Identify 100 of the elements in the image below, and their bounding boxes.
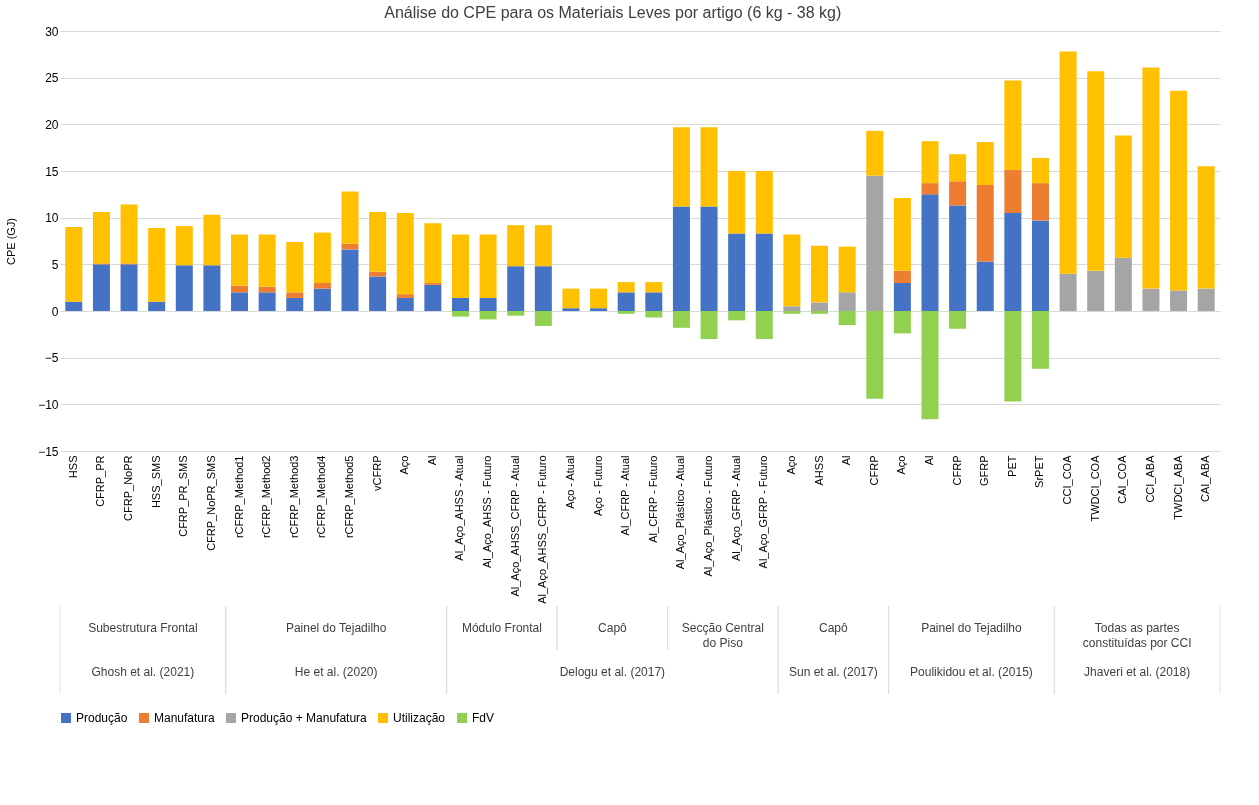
- x-tick-label: CFRP_PR: [94, 455, 107, 507]
- x-tick-label: Al_CFRP - Futuro: [646, 455, 659, 543]
- bar: [893, 270, 911, 283]
- text: He et al. (2020): [294, 665, 378, 679]
- bar: [313, 288, 331, 311]
- bar: [451, 234, 469, 298]
- x-tick-label: CAI_COA: [1116, 454, 1129, 504]
- bar: [921, 183, 939, 195]
- x-tick-label: Al_Aço_AHSS_CFRP - Atual: [508, 455, 521, 597]
- bar: [921, 194, 939, 311]
- bar: [313, 283, 331, 289]
- bar: [1004, 213, 1022, 311]
- text: Capô: [818, 621, 848, 635]
- bar: [866, 311, 884, 399]
- bar: [1197, 288, 1215, 311]
- x-tick-label: CFRP: [950, 455, 963, 486]
- x-tick-label: Al_Aço_Plástico - Atual: [674, 455, 687, 570]
- bar: [65, 227, 83, 302]
- bar: [921, 141, 939, 184]
- bar: [1087, 71, 1105, 271]
- x-tick-label: CFRP_NoPR_SMS: [204, 455, 217, 551]
- bar: [562, 288, 580, 309]
- x-tick-label: CCI_COA: [1061, 454, 1074, 505]
- bar: [728, 171, 746, 234]
- bar: [728, 311, 746, 321]
- bar: [811, 245, 829, 303]
- bar: [369, 276, 387, 311]
- bar: [1004, 170, 1022, 213]
- bar: [783, 306, 801, 311]
- bar: [507, 311, 525, 316]
- bar: [341, 191, 359, 244]
- bar: [562, 308, 580, 311]
- bar: [645, 311, 663, 318]
- bar: [1004, 80, 1022, 171]
- y-tick-label: 10: [45, 211, 59, 226]
- bar: [1142, 67, 1160, 289]
- x-tick-label: GFRP: [978, 455, 991, 487]
- y-tick-label: 5: [51, 257, 59, 272]
- bar: [1170, 290, 1188, 311]
- bar: [507, 225, 525, 267]
- bar: [258, 234, 276, 287]
- bar: [700, 206, 718, 311]
- bar: [811, 302, 829, 311]
- bar: [1114, 257, 1132, 311]
- x-tick-label: Aço - Atual: [563, 455, 576, 509]
- bar: [1197, 166, 1215, 289]
- bar: [451, 297, 469, 311]
- x-tick-label: rCFRP_Method3: [287, 455, 300, 539]
- bar: [1059, 51, 1077, 274]
- chart-title: Análise do CPE para os Materiais Leves por artigo (6 kg - 38 kg): [384, 4, 842, 21]
- text: Subestrutura Frontal: [88, 621, 198, 635]
- legend-label: Manufatura: [154, 711, 216, 725]
- bar: [1031, 157, 1049, 184]
- bar: [617, 282, 635, 293]
- bar: [313, 232, 331, 283]
- bar: [921, 311, 939, 420]
- bar: [258, 292, 276, 311]
- bar: [590, 288, 608, 309]
- text: Painel do Tejadilho: [921, 621, 1023, 635]
- bar: [672, 311, 690, 328]
- bar: [700, 127, 718, 207]
- text: Todas as partes constituídas por CCI: [1082, 621, 1192, 650]
- bar: [92, 212, 110, 264]
- bar: [396, 294, 414, 298]
- bar: [590, 308, 608, 311]
- bar: [1031, 220, 1049, 311]
- bar: [120, 204, 138, 264]
- bar: [286, 241, 304, 293]
- bar: [866, 130, 884, 176]
- text: Ghosh et al. (2021): [91, 665, 195, 679]
- bar: [976, 185, 994, 262]
- y-tick-label: 20: [45, 117, 59, 132]
- x-tick-label: Aço: [784, 455, 797, 475]
- bar: [672, 206, 690, 311]
- text: Capô: [598, 621, 628, 635]
- bar: [893, 311, 911, 334]
- x-tick-label: Al: [425, 455, 438, 466]
- bar: [534, 266, 552, 311]
- y-axis-title: CPE (GJ): [4, 217, 17, 266]
- bar: [645, 282, 663, 293]
- x-tick-label: Al_Aço_AHSS_CFRP - Futuro: [536, 455, 549, 604]
- x-tick-label: Al_Aço_GFRP - Atual: [729, 455, 742, 562]
- bar: [286, 297, 304, 311]
- bar: [783, 311, 801, 314]
- bar: [148, 301, 166, 311]
- bar: [755, 311, 773, 339]
- text: Painel do Tejadilho: [285, 621, 387, 635]
- x-tick-label: rCFRP_Method1: [232, 455, 245, 539]
- bar: [728, 233, 746, 311]
- bar: [1087, 270, 1105, 311]
- x-tick-label: rCFRP_Method4: [315, 455, 328, 539]
- x-tick-label: Al_Aço_AHSS - Atual: [453, 455, 466, 561]
- bar: [203, 265, 221, 311]
- text: Delogu et al. (2017): [559, 665, 666, 679]
- bar: [120, 264, 138, 311]
- bar: [65, 301, 83, 311]
- bar: [645, 292, 663, 311]
- text: Sun et al. (2017): [788, 665, 878, 679]
- bar: [148, 227, 166, 302]
- bar: [1004, 311, 1022, 402]
